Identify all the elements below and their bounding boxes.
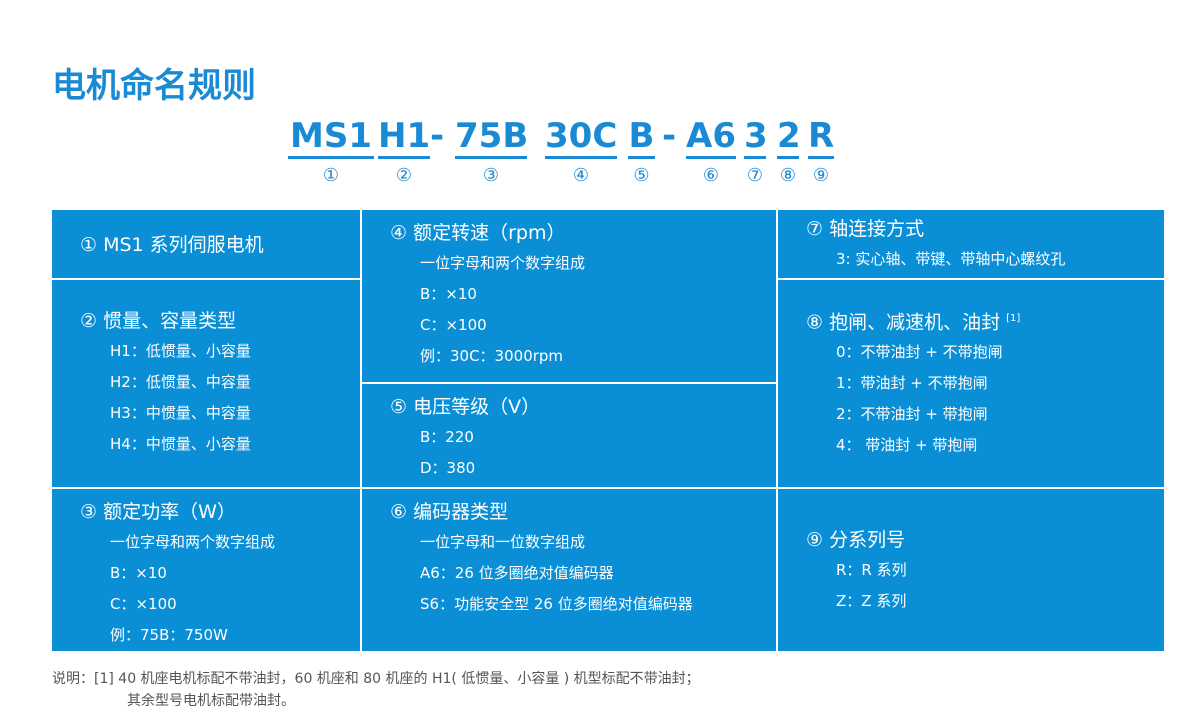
- cell-item: 1：带油封 + 不带抱闸: [836, 374, 988, 393]
- cell-item: 2：不带油封 + 带抱闸: [836, 405, 988, 424]
- code-segment-text: 3: [744, 116, 768, 159]
- cell-item: H3：中惯量、中容量: [110, 404, 251, 422]
- cell-item: 例：75B：750W: [110, 626, 228, 644]
- cell-item: B：×10: [420, 285, 477, 303]
- code-segment-text: 2: [777, 116, 801, 159]
- cell-item: H4：中惯量、小容量: [110, 435, 251, 453]
- cell-heading: ① MS1 系列伺服电机: [80, 230, 360, 260]
- naming-cell: ② 惯量、容量类型 H1：低惯量、小容量 H2：低惯量、中容量 H3：中惯量、中容量 H…: [52, 280, 360, 487]
- code-segment-text: A6: [686, 116, 736, 159]
- cell-heading: ⑦ 轴连接方式: [806, 214, 1164, 244]
- code-segment-text: 30C: [545, 116, 617, 159]
- code-segment-number: ①: [322, 165, 340, 186]
- cell-heading-text: ⑦ 轴连接方式: [806, 218, 925, 240]
- cell-heading-text: ④ 额定转速（rpm）: [390, 222, 566, 244]
- cell-item: B：220: [420, 428, 474, 446]
- cell-item: 例：30C：3000rpm: [420, 347, 564, 365]
- code-segment-text: H1: [378, 116, 430, 159]
- cell-item: 4： 带油封 + 带抱闸: [836, 436, 978, 455]
- cell-item: B：×10: [110, 564, 167, 582]
- code-dash: -: [662, 116, 677, 156]
- cell-item: 0：不带油封 + 不带抱闸: [836, 343, 1003, 362]
- cell-heading: ⑧ 抱闸、减速机、油封 [1]: [806, 304, 1164, 337]
- cell-heading: ④ 额定转速（rpm）: [390, 218, 776, 248]
- footnote-line: 其余型号电机标配带油封。: [127, 693, 295, 709]
- cell-heading: ② 惯量、容量类型: [80, 306, 360, 336]
- code-segment: MS1 ①: [288, 116, 374, 186]
- code-segment-number: ⑤: [633, 165, 650, 186]
- cell-item: R：R 系列: [836, 561, 907, 579]
- cell-item: Z：Z 系列: [836, 592, 907, 610]
- code-segment: 30C ④: [545, 116, 617, 186]
- code-segment-number: ⑨: [812, 165, 830, 186]
- naming-cell: ⑨ 分系列号 R：R 系列 Z：Z 系列: [778, 489, 1164, 651]
- naming-cell: ⑥ 编码器类型一位字母和一位数字组成 A6：26 位多圈绝对值编码器 S6：功能安全…: [362, 489, 776, 651]
- cell-heading: ⑤ 电压等级（V）: [390, 392, 776, 422]
- cell-heading: ⑨ 分系列号: [806, 525, 1164, 555]
- cell-item: C：×100: [420, 316, 487, 334]
- cell-heading-text: ① MS1 系列伺服电机: [80, 234, 264, 256]
- footnote: 说明：[1] 40 机座电机标配不带油封，60 机座和 80 机座的 H1( 低…: [52, 668, 700, 712]
- code-segment-number: ⑦: [746, 165, 764, 186]
- naming-cell: ④ 额定转速（rpm） 一位字母和两个数字组成 B：×10 C：×100 例：30C：3…: [362, 210, 776, 382]
- code-segment-text: MS1: [288, 116, 374, 159]
- cell-item: 一位字母和两个数字组成: [110, 533, 276, 551]
- code-dash: -: [430, 116, 445, 156]
- cell-heading-text: ② 惯量、容量类型: [80, 310, 237, 332]
- cell-heading: ③ 额定功率（W）: [80, 497, 360, 527]
- code-segment-number: ⑥: [702, 165, 720, 186]
- cell-heading-text: ⑨ 分系列号: [806, 529, 906, 551]
- naming-cell: ⑧ 抱闸、减速机、油封 [1] 0：不带油封 + 不带抱闸 1：带油封 + 不带抱闸…: [778, 280, 1164, 487]
- code-segment-number: ②: [395, 165, 413, 186]
- cell-item: 一位字母和两个数字组成: [420, 254, 586, 272]
- page-title: 电机命名规则: [52, 66, 256, 106]
- cell-heading: ⑥ 编码器类型: [390, 497, 776, 527]
- naming-cell: ③ 额定功率（W） 一位字母和两个数字组成 B：×10 C：×100 例：75B：750…: [52, 489, 360, 651]
- code-segment: A6 ⑥: [686, 116, 736, 186]
- cell-item: H2：低惯量、中容量: [110, 373, 251, 391]
- code-segment: H1 ②: [378, 116, 430, 186]
- cell-heading-text: ⑧ 抱闸、减速机、油封: [806, 311, 1001, 334]
- code-segment-number: ④: [572, 165, 590, 186]
- code-segment: 75B ③: [455, 116, 528, 186]
- cell-item: S6：功能安全型 26 位多圈绝对值编码器: [420, 595, 693, 613]
- code-segment-number: ③: [482, 165, 500, 186]
- cell-item: A6：26 位多圈绝对值编码器: [420, 564, 614, 582]
- cell-item: 一位字母和一位数字组成: [420, 533, 586, 551]
- naming-cell: ⑤ 电压等级（V） B：220 D：380: [362, 384, 776, 487]
- code-segment-number: ⑧: [779, 165, 797, 186]
- cell-heading-text: ⑤ 电压等级（V）: [390, 396, 541, 418]
- cell-item: H1：低惯量、小容量: [110, 342, 251, 360]
- footnote-ref: [1]: [1006, 313, 1021, 324]
- cell-heading-text: ③ 额定功率（W）: [80, 501, 236, 523]
- naming-cell: ⑦ 轴连接方式 3: 实心轴、带键、带轴中心螺纹孔: [778, 210, 1164, 278]
- naming-cell: ① MS1 系列伺服电机: [52, 210, 360, 278]
- code-segment-text: R: [808, 116, 834, 159]
- cell-item: C：×100: [110, 595, 177, 613]
- cell-heading-text: ⑥ 编码器类型: [390, 501, 509, 523]
- code-segment-text: B: [628, 116, 655, 159]
- footnote-line: 说明：[1] 40 机座电机标配不带油封，60 机座和 80 机座的 H1( 低…: [52, 671, 700, 687]
- code-segment-text: 75B: [455, 116, 528, 159]
- cell-item: D：380: [420, 459, 476, 477]
- cell-item: 3: 实心轴、带键、带轴中心螺纹孔: [836, 250, 1066, 268]
